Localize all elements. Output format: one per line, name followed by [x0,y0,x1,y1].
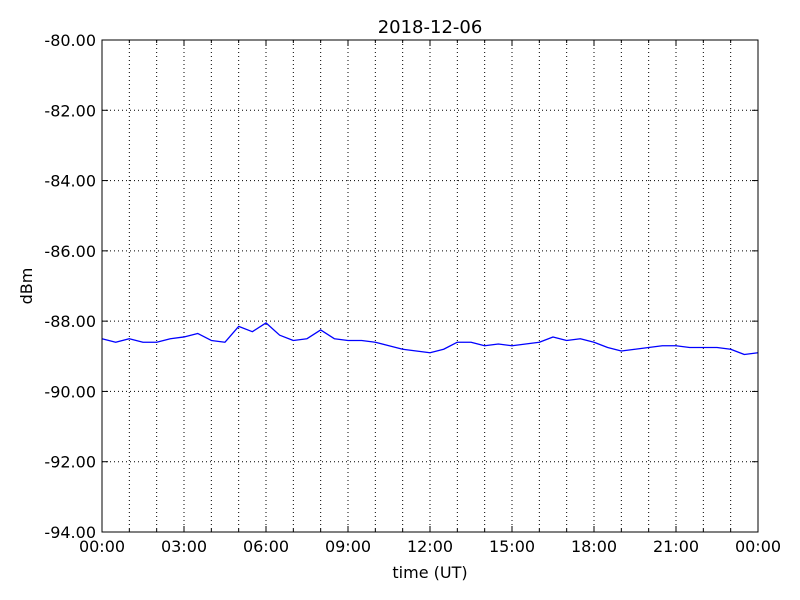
y-tick-label: -92.00 [44,453,96,472]
x-tick-label: 00:00 [735,537,781,556]
x-axis-label: time (UT) [392,563,467,582]
plot-frame [101,39,759,533]
x-tick-label: 00:00 [79,537,125,556]
chart-title: 2018-12-06 [378,17,483,38]
y-tick-label: -86.00 [44,242,96,261]
x-tick-label: 12:00 [407,537,453,556]
x-tick-label: 21:00 [653,537,699,556]
y-tick-label: -90.00 [44,382,96,401]
x-tick-label: 09:00 [325,537,371,556]
y-tick-label: -84.00 [44,172,96,191]
y-tick-label: -88.00 [44,312,96,331]
y-tick-label: -94.00 [44,523,96,542]
x-tick-label: 15:00 [489,537,535,556]
y-tick-label: -80.00 [44,31,96,50]
data-line [101,322,759,356]
x-tick-label: 03:00 [161,537,207,556]
y-axis-label: dBm [17,268,36,305]
x-tick-label: 18:00 [571,537,617,556]
x-tick-label: 06:00 [243,537,289,556]
y-tick-label: -82.00 [44,101,96,120]
